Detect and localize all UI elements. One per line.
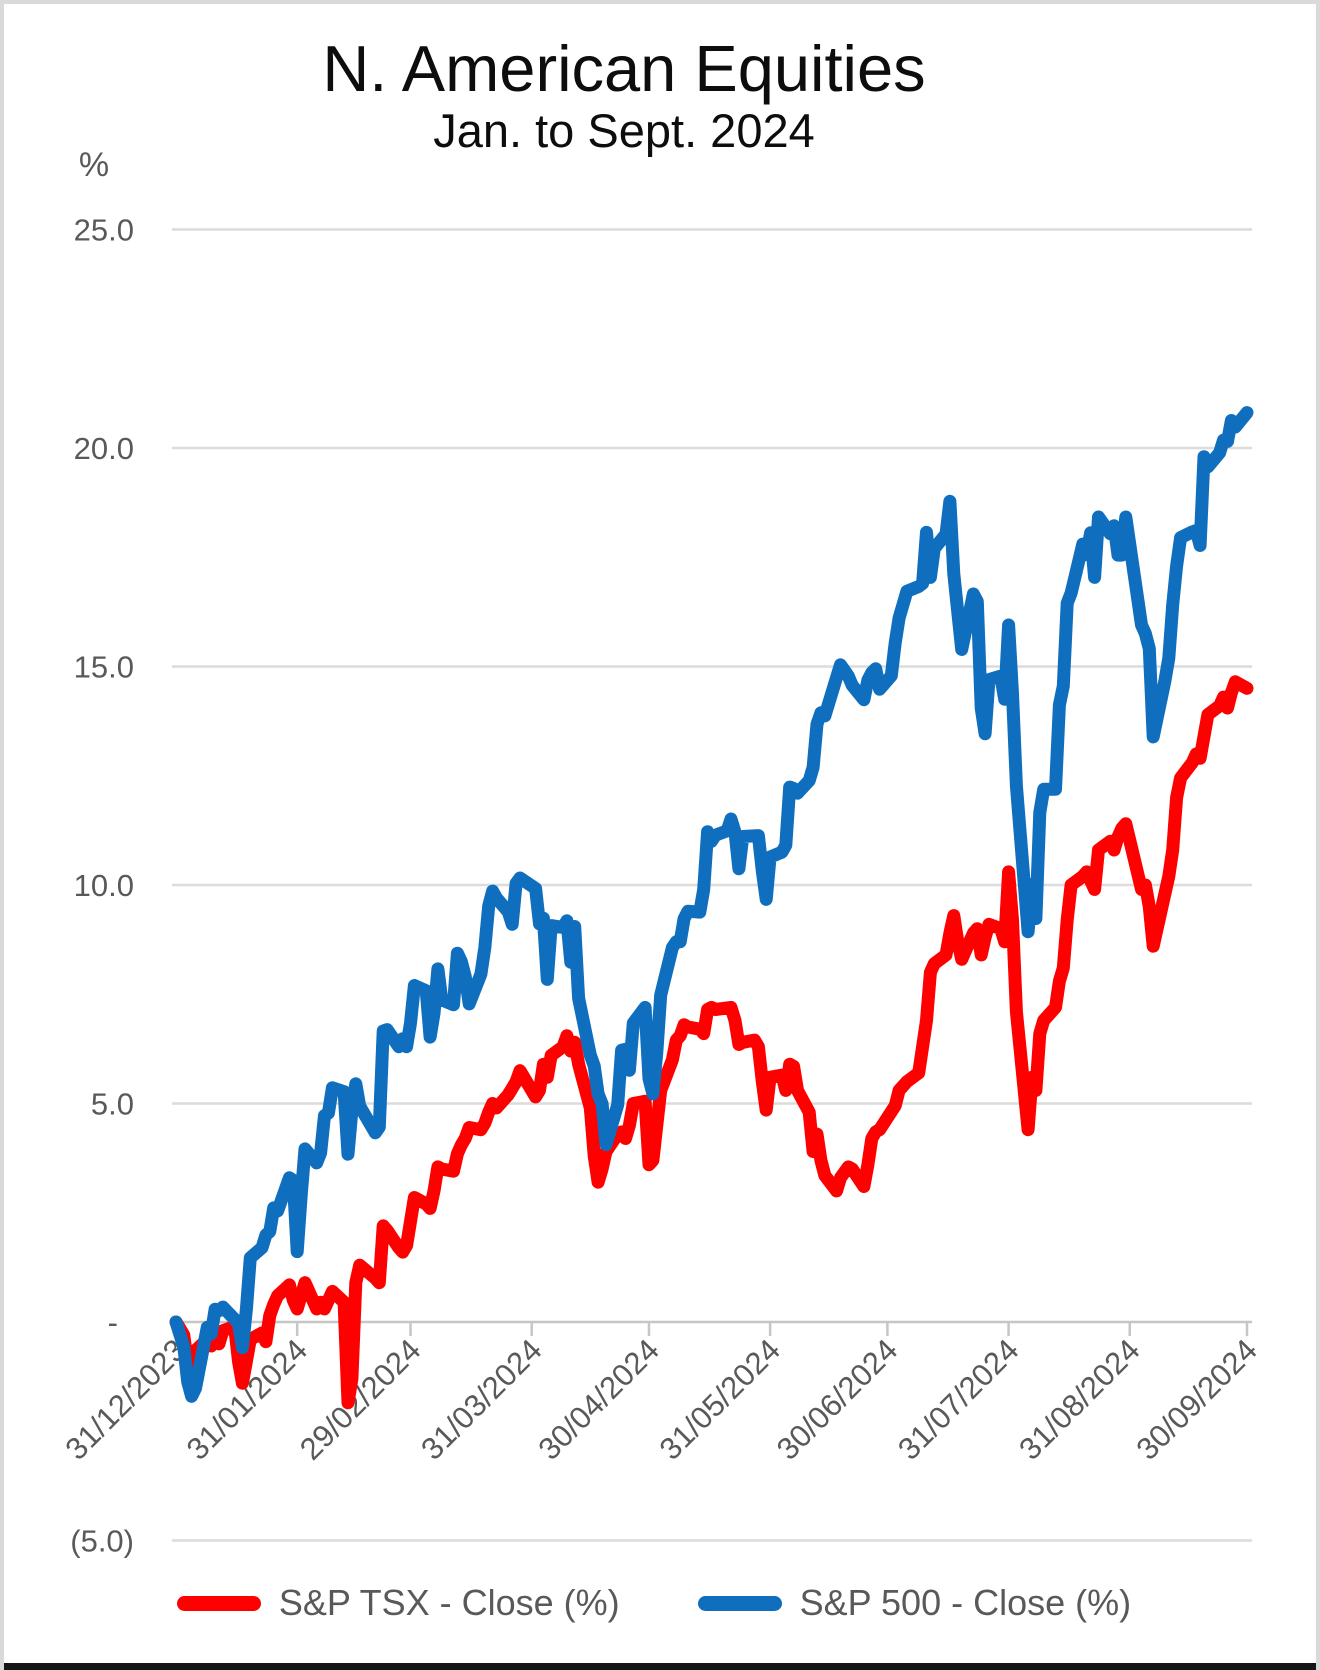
y-tick-label: 10.0 [74, 868, 134, 903]
plot-area: 31/12/202331/01/202429/02/202431/03/2024… [58, 146, 1263, 1559]
legend-item-tsx: S&P TSX - Close (%) [176, 1582, 620, 1624]
y-tick-label: 25.0 [74, 213, 134, 248]
y-tick-label: 5.0 [91, 1087, 134, 1122]
x-tick-label: 31/08/2024 [1012, 1332, 1146, 1466]
sp500-line [169, 406, 1254, 1403]
y-tick-label: 15.0 [74, 650, 134, 685]
title-block: N. American Equities Jan. to Sept. 2024 [4, 32, 1244, 158]
chart-title: N. American Equities [322, 32, 926, 105]
y-tick-label: (5.0) [70, 1524, 134, 1559]
x-tick-label: 31/05/2024 [653, 1332, 787, 1466]
legend: S&P TSX - Close (%) S&P 500 - Close (%) [4, 1582, 1304, 1624]
x-tick-label: 29/02/2024 [293, 1332, 427, 1466]
x-tick-label: 31/07/2024 [891, 1332, 1025, 1466]
window-bottom-edge [4, 1663, 1316, 1670]
tsx-line-swatch [176, 1595, 261, 1611]
chart-subtitle: Jan. to Sept. 2024 [433, 104, 815, 158]
x-tick-label: 31/12/2023 [58, 1332, 192, 1466]
x-tick-label: 30/09/2024 [1129, 1332, 1263, 1466]
sp500-legend-label: S&P 500 - Close (%) [799, 1582, 1132, 1623]
y-tick-label: - [108, 1305, 118, 1340]
x-tick-label: 30/04/2024 [531, 1332, 665, 1466]
x-tick-label: 30/06/2024 [770, 1332, 904, 1466]
tsx-legend-label: S&P TSX - Close (%) [278, 1582, 620, 1623]
sp500-line-swatch [697, 1595, 782, 1611]
x-tick-label: 31/03/2024 [414, 1332, 548, 1466]
legend-item-sp500: S&P 500 - Close (%) [697, 1582, 1132, 1624]
y-axis-unit-label: % [79, 146, 109, 184]
y-tick-label: 20.0 [74, 431, 134, 466]
sp-tsx-line [169, 675, 1254, 1410]
